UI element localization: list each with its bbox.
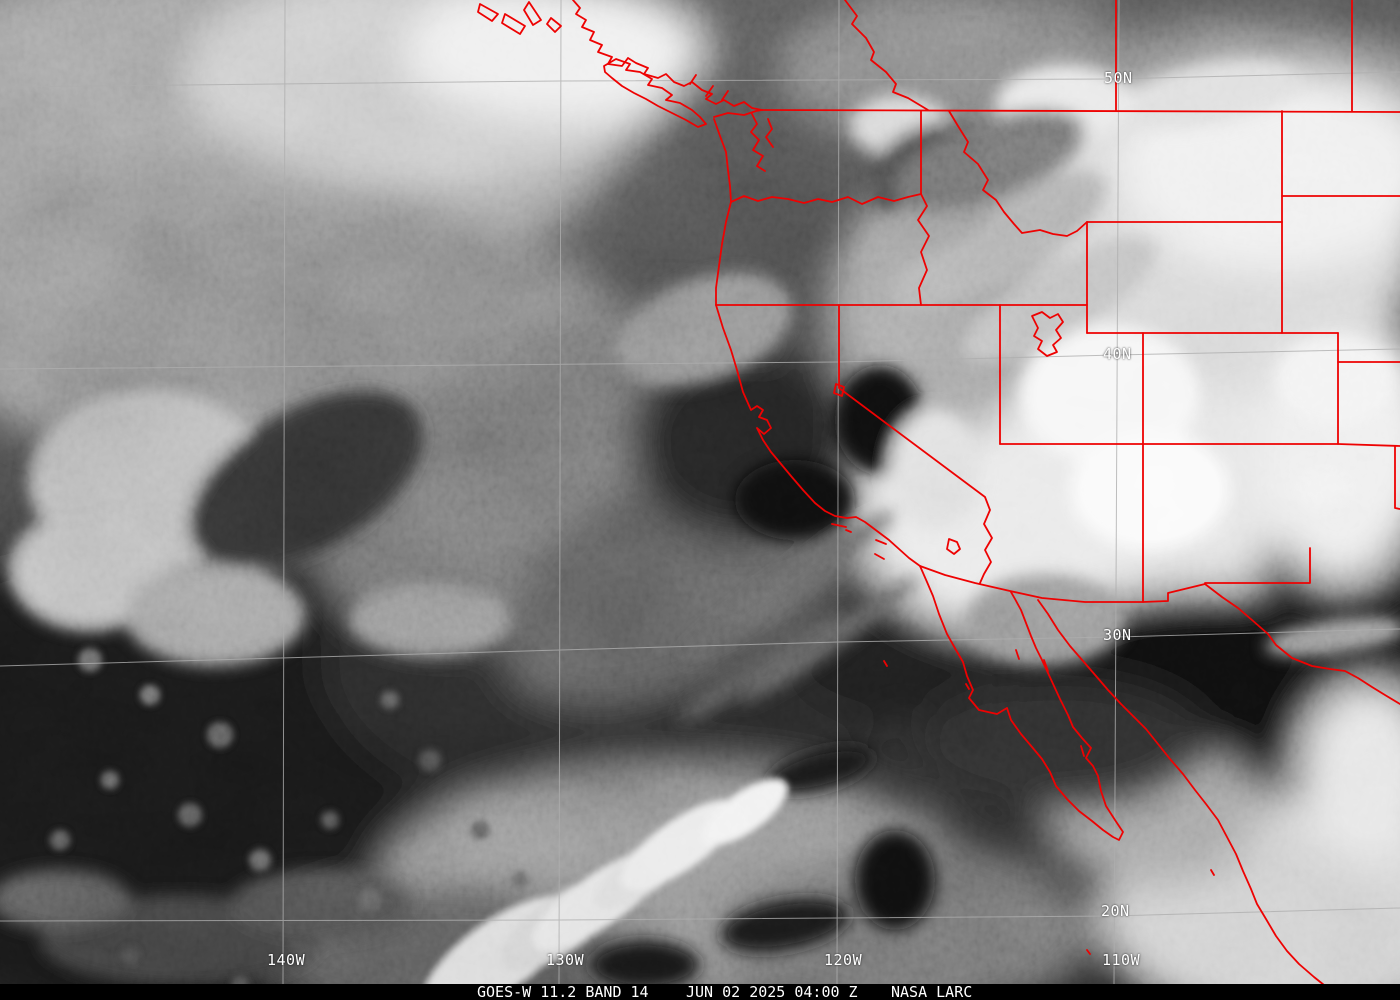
lake-tahoe-outline [833,383,845,397]
gridline-20n [0,907,1400,922]
salton-sea-outline [946,538,961,555]
longitude-label-110w: 110W [1102,951,1141,969]
37n-state-border [999,443,1400,447]
alaska-panhandle-islands [477,1,562,35]
california-nevada-border [838,304,993,584]
sonora-sinaloa-coastline [1037,599,1342,1000]
columbia-river-border [730,193,922,205]
gridline-130w [558,0,562,985]
caption-bar: GOES-W 11.2 BAND 14 JUN 02 2025 04:00 Z … [0,984,1400,1000]
latitude-label-20n: 20N [1101,902,1130,920]
political-boundaries-overlay [477,0,1400,1000]
us-mexico-border [919,565,1206,603]
vancouver-island-outline [603,58,707,128]
baja-california-outline [919,565,1124,841]
longitude-label-140w: 140W [267,951,306,969]
gridline-50n [0,71,1400,88]
oregon-idaho-border [917,193,930,306]
bc-coastline [572,0,763,111]
latitude-label-40n: 40N [1103,345,1132,363]
gulf-of-california-islands [883,649,1215,955]
california-coastline [715,304,921,567]
caption-satellite-band: GOES-W 11.2 BAND 14 [477,983,649,1000]
longitude-label-130w: 130W [546,951,585,969]
bc-alberta-border [844,0,929,111]
idaho-montana-border [948,110,1088,237]
newmexico-texas-border [1204,547,1311,584]
gridline-40n [0,348,1400,370]
great-salt-lake-outline [1031,311,1064,357]
gridline-120w [836,0,840,985]
us-canada-border-line [761,109,1400,113]
rio-grande-border [1204,583,1400,705]
washington-coast-puget-sound [713,109,774,203]
caption-credit: NASA LARC [891,983,973,1000]
channel-islands [831,523,887,560]
oregon-coastline [715,201,732,306]
texas-oklahoma-border [1394,445,1400,510]
latitude-label-30n: 30N [1103,626,1132,644]
gridline-140w [282,0,286,985]
latitude-label-50n: 50N [1104,69,1133,87]
longitude-label-120w: 120W [824,951,863,969]
caption-timestamp: JUN 02 2025 04:00 Z [686,983,858,1000]
